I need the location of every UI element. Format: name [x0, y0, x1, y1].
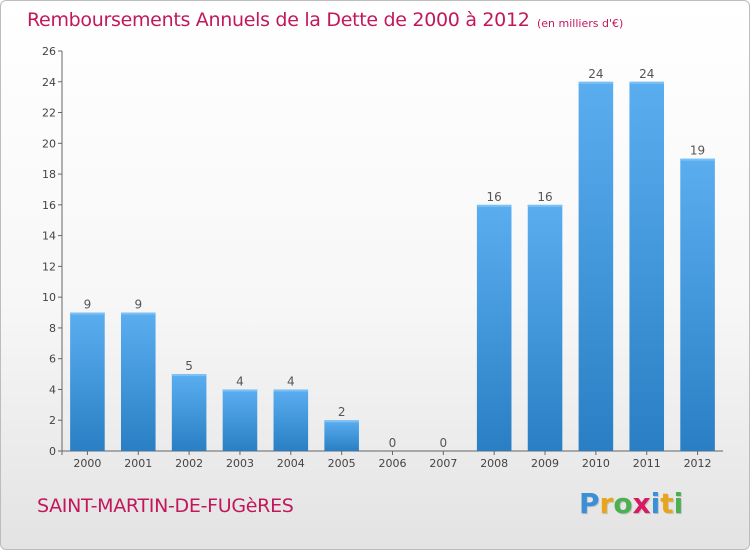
- bar-value-label: 5: [185, 359, 193, 373]
- y-tick-label: 10: [42, 291, 56, 304]
- logo-letter: x: [632, 487, 651, 520]
- x-tick-label: 2007: [429, 457, 457, 470]
- x-tick-label: 2004: [277, 457, 305, 470]
- bar-value-label: 0: [440, 436, 448, 450]
- y-tick-label: 2: [49, 414, 56, 427]
- y-tick-label: 6: [49, 353, 56, 366]
- y-tick-label: 8: [49, 322, 56, 335]
- bar: [222, 389, 258, 451]
- bar-value-label: 0: [389, 436, 397, 450]
- bar-value-label: 4: [287, 374, 295, 388]
- logo-letter: r: [599, 487, 614, 520]
- proxiti-logo[interactable]: Proxiti: [579, 487, 683, 520]
- logo-letter: i: [673, 487, 684, 520]
- bar-value-label: 2: [338, 405, 346, 419]
- bar-highlight: [324, 420, 359, 423]
- x-tick-label: 2011: [633, 457, 661, 470]
- bar-value-label: 9: [84, 298, 92, 312]
- logo-letter: o: [613, 487, 633, 520]
- bar-highlight: [222, 389, 258, 392]
- bar-value-label: 4: [236, 374, 244, 388]
- bar-highlight: [680, 158, 715, 161]
- bar-highlight: [273, 389, 309, 392]
- bar-value-label: 16: [487, 190, 502, 204]
- bar: [578, 81, 614, 452]
- x-tick-label: 2010: [582, 457, 610, 470]
- logo-letter: i: [650, 487, 661, 520]
- bar-highlight: [171, 374, 207, 377]
- commune-name: SAINT-MARTIN-DE-FUGèRES: [37, 495, 294, 517]
- chart-subtitle: (en milliers d'€): [537, 17, 624, 30]
- y-tick-label: 4: [49, 383, 56, 396]
- bar-highlight: [476, 204, 512, 207]
- y-tick-label: 20: [42, 137, 56, 150]
- y-tick-label: 24: [42, 76, 56, 89]
- bar-highlight: [629, 81, 665, 84]
- x-tick-label: 2000: [73, 457, 101, 470]
- x-tick-label: 2001: [124, 457, 152, 470]
- bar-value-label: 24: [588, 67, 603, 81]
- logo-letter: P: [579, 487, 600, 520]
- x-tick-label: 2002: [175, 457, 203, 470]
- chart-title: Remboursements Annuels de la Dette de 20…: [27, 9, 530, 31]
- bar: [527, 204, 563, 451]
- bar-highlight: [70, 312, 105, 315]
- x-tick-label: 2005: [328, 457, 356, 470]
- logo-letter: t: [660, 487, 674, 520]
- x-tick-label: 2003: [226, 457, 254, 470]
- y-tick-label: 14: [42, 230, 56, 243]
- x-tick-label: 2006: [379, 457, 407, 470]
- bar: [680, 158, 715, 451]
- bar: [324, 420, 359, 451]
- bar: [120, 312, 156, 451]
- y-tick-label: 0: [49, 445, 56, 458]
- x-tick-label: 2008: [480, 457, 508, 470]
- bar: [70, 312, 105, 451]
- bar: [476, 204, 512, 451]
- y-tick-label: 18: [42, 168, 56, 181]
- bar: [273, 389, 309, 451]
- bar-value-label: 24: [639, 67, 654, 81]
- y-tick-label: 26: [42, 45, 56, 58]
- x-tick-label: 2012: [684, 457, 712, 470]
- bar-highlight: [527, 204, 563, 207]
- bar: [629, 81, 665, 452]
- bar: [171, 374, 207, 451]
- x-tick-label: 2009: [531, 457, 559, 470]
- bar-highlight: [120, 312, 156, 315]
- y-tick-label: 16: [42, 199, 56, 212]
- bar-value-label: 19: [690, 144, 705, 158]
- bar-highlight: [578, 81, 614, 84]
- bar-value-label: 16: [537, 190, 552, 204]
- bar-value-label: 9: [134, 298, 142, 312]
- y-tick-label: 22: [42, 107, 56, 120]
- y-tick-label: 12: [42, 260, 56, 273]
